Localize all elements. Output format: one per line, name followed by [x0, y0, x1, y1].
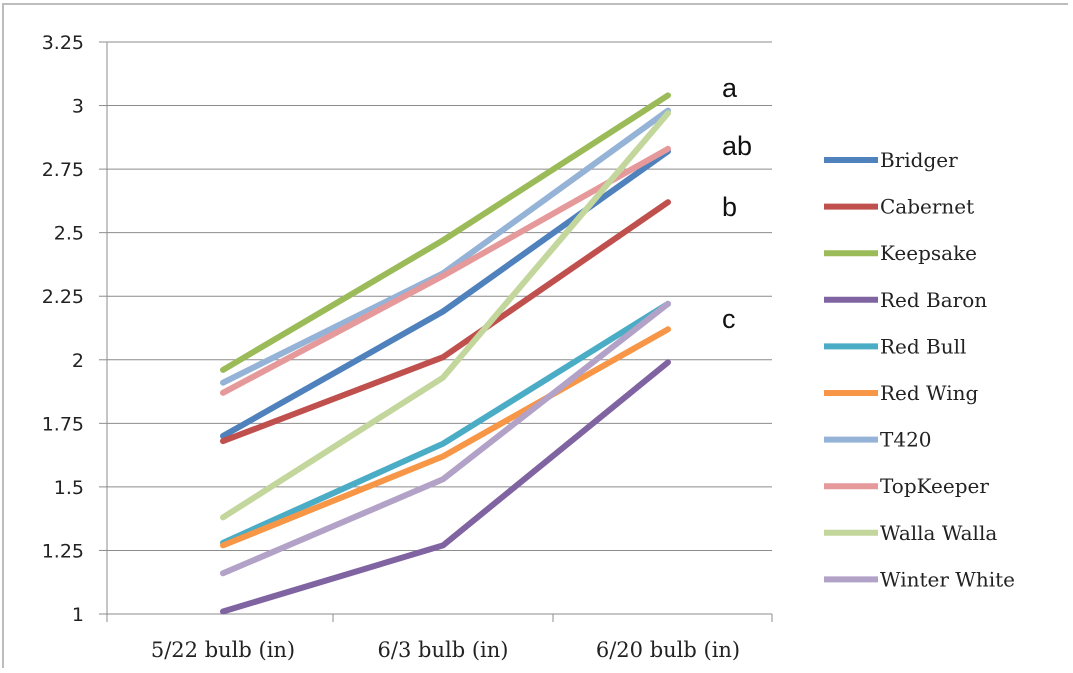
series-layer [220, 92, 671, 615]
y-tick-label: 2 [72, 350, 84, 372]
x-tick-label: 6/20 bulb (in) [596, 638, 740, 662]
legend: Bridger Cabernet Keepsake Red Baron Red Bull… [824, 148, 1015, 591]
series-line [220, 326, 671, 549]
y-tick-label: 2.25 [42, 286, 84, 308]
y-tick-label: 3 [72, 96, 84, 118]
x-tick-label: 5/22 bulb (in) [151, 638, 295, 662]
y-tick-label: 2.75 [42, 159, 84, 181]
legend-label: Walla Walla [880, 521, 997, 545]
legend-label: Winter White [880, 567, 1015, 591]
legend-label: TopKeeper [880, 474, 989, 498]
series-line [220, 359, 671, 615]
significance-letter: c [722, 304, 736, 334]
legend-label: Red Wing [880, 381, 979, 405]
series-line [220, 92, 671, 373]
axis-layer: 1 1.25 1.5 1.75 2 2.25 2.5 2.75 3 3.25 5/22 bulb (… [42, 32, 773, 662]
legend-label: Keepsake [880, 241, 977, 265]
legend-label: Bridger [880, 148, 958, 172]
series-line [220, 199, 671, 445]
legend-label: T420 [880, 428, 932, 452]
significance-letter: b [722, 192, 737, 222]
series-line [220, 110, 671, 521]
legend-label: Red Bull [880, 334, 966, 358]
series-line [220, 300, 671, 546]
series-line [220, 300, 671, 577]
y-tick-label: 3.25 [42, 32, 84, 54]
grid-layer [107, 41, 772, 551]
legend-label: Red Baron [880, 288, 987, 312]
significance-letter: a [722, 73, 738, 103]
y-tick-label: 1.25 [42, 540, 84, 562]
significance-letter: ab [722, 131, 752, 161]
legend-label: Cabernet [880, 195, 974, 219]
x-tick-label: 6/3 bulb (in) [378, 638, 509, 662]
series-line [220, 145, 671, 396]
y-tick-label: 2.5 [54, 223, 84, 245]
chart-frame [2, 3, 1068, 668]
annotation-layer: a ab b c [722, 73, 752, 334]
y-tick-label: 1.5 [54, 477, 84, 499]
y-tick-label: 1 [72, 604, 84, 626]
y-tick-label: 1.75 [42, 413, 84, 435]
